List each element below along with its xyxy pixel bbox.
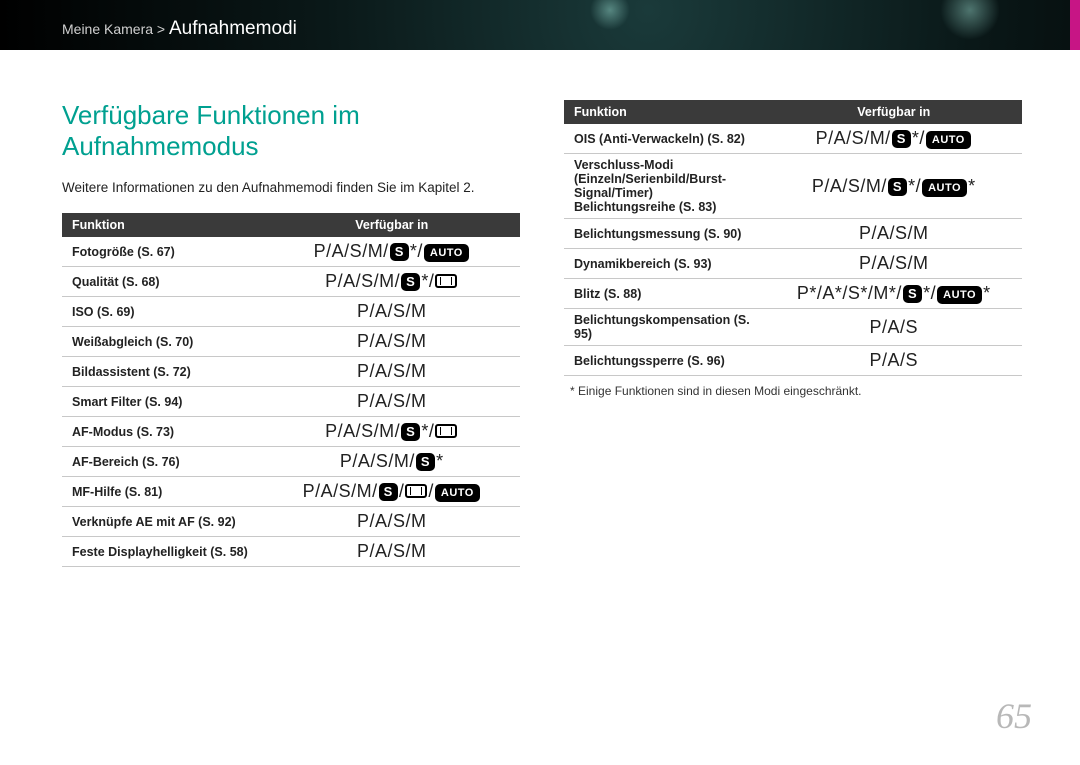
available-modes: P/A/S/M/S*/ bbox=[264, 267, 520, 297]
table-row: OIS (Anti-Verwackeln) (S. 82)P/A/S/M/S*/… bbox=[564, 124, 1022, 154]
available-modes: P/A/S/M/S*/AUTO* bbox=[766, 154, 1022, 219]
function-table-left: Funktion Verfügbar in Fotogröße (S. 67)P… bbox=[62, 213, 520, 567]
available-modes: P/A/S/M/S//AUTO bbox=[264, 477, 520, 507]
available-modes: P/A/S/M/S*/AUTO bbox=[264, 237, 520, 267]
available-modes: P/A/S bbox=[766, 309, 1022, 346]
breadcrumb: Meine Kamera > Aufnahmemodi bbox=[0, 0, 1080, 40]
function-name: Smart Filter (S. 94) bbox=[62, 387, 264, 417]
function-name: Verschluss-Modi (Einzeln/Serienbild/Burs… bbox=[564, 154, 766, 219]
available-modes: P/A/S/M/S* bbox=[264, 447, 520, 477]
function-name: Feste Displayhelligkeit (S. 58) bbox=[62, 537, 264, 567]
function-name: Blitz (S. 88) bbox=[564, 279, 766, 309]
available-modes: P/A/S/M bbox=[264, 327, 520, 357]
function-name: Belichtungskompensation (S. 95) bbox=[564, 309, 766, 346]
function-name: Verknüpfe AE mit AF (S. 92) bbox=[62, 507, 264, 537]
available-modes: P/A/S/M bbox=[766, 219, 1022, 249]
function-name: OIS (Anti-Verwackeln) (S. 82) bbox=[564, 124, 766, 154]
section-title: Verfügbare Funktionen im Aufnahmemodus bbox=[62, 100, 520, 162]
table-row: Belichtungssperre (S. 96)P/A/S bbox=[564, 346, 1022, 376]
table-row: Blitz (S. 88)P*/A*/S*/M*/S*/AUTO* bbox=[564, 279, 1022, 309]
table-row: MF-Hilfe (S. 81)P/A/S/M/S//AUTO bbox=[62, 477, 520, 507]
breadcrumb-current: Aufnahmemodi bbox=[169, 18, 297, 39]
table-row: Bildassistent (S. 72)P/A/S/M bbox=[62, 357, 520, 387]
function-name: AF-Modus (S. 73) bbox=[62, 417, 264, 447]
function-table-right: Funktion Verfügbar in OIS (Anti-Verwacke… bbox=[564, 100, 1022, 376]
function-name: Belichtungssperre (S. 96) bbox=[564, 346, 766, 376]
table-row: AF-Modus (S. 73)P/A/S/M/S*/ bbox=[62, 417, 520, 447]
th-function: Funktion bbox=[62, 213, 264, 237]
top-banner: Meine Kamera > Aufnahmemodi bbox=[0, 0, 1080, 50]
table-row: Dynamikbereich (S. 93)P/A/S/M bbox=[564, 249, 1022, 279]
function-name: MF-Hilfe (S. 81) bbox=[62, 477, 264, 507]
th-available: Verfügbar in bbox=[264, 213, 520, 237]
table-row: Feste Displayhelligkeit (S. 58)P/A/S/M bbox=[62, 537, 520, 567]
left-column: Verfügbare Funktionen im Aufnahmemodus W… bbox=[62, 100, 520, 567]
table-row: Fotogröße (S. 67)P/A/S/M/S*/AUTO bbox=[62, 237, 520, 267]
right-column: Funktion Verfügbar in OIS (Anti-Verwacke… bbox=[564, 100, 1022, 567]
table-row: Smart Filter (S. 94)P/A/S/M bbox=[62, 387, 520, 417]
table-row: Belichtungskompensation (S. 95)P/A/S bbox=[564, 309, 1022, 346]
th-function: Funktion bbox=[564, 100, 766, 124]
intro-text: Weitere Informationen zu den Aufnahmemod… bbox=[62, 180, 520, 195]
available-modes: P/A/S/M/S*/AUTO bbox=[766, 124, 1022, 154]
available-modes: P/A/S/M bbox=[264, 387, 520, 417]
th-available: Verfügbar in bbox=[766, 100, 1022, 124]
available-modes: P/A/S/M bbox=[264, 507, 520, 537]
function-name: Fotogröße (S. 67) bbox=[62, 237, 264, 267]
available-modes: P/A/S/M bbox=[766, 249, 1022, 279]
table-row: Verknüpfe AE mit AF (S. 92)P/A/S/M bbox=[62, 507, 520, 537]
table-row: AF-Bereich (S. 76)P/A/S/M/S* bbox=[62, 447, 520, 477]
page-number: 65 bbox=[996, 695, 1032, 737]
table-row: ISO (S. 69)P/A/S/M bbox=[62, 297, 520, 327]
function-name: ISO (S. 69) bbox=[62, 297, 264, 327]
available-modes: P/A/S bbox=[766, 346, 1022, 376]
available-modes: P/A/S/M bbox=[264, 537, 520, 567]
function-name: Weißabgleich (S. 70) bbox=[62, 327, 264, 357]
table-row: Verschluss-Modi (Einzeln/Serienbild/Burs… bbox=[564, 154, 1022, 219]
available-modes: P/A/S/M bbox=[264, 297, 520, 327]
available-modes: P*/A*/S*/M*/S*/AUTO* bbox=[766, 279, 1022, 309]
function-name: Qualität (S. 68) bbox=[62, 267, 264, 297]
table-row: Qualität (S. 68)P/A/S/M/S*/ bbox=[62, 267, 520, 297]
breadcrumb-parent: Meine Kamera > bbox=[62, 21, 165, 37]
function-name: Belichtungsmessung (S. 90) bbox=[564, 219, 766, 249]
table-row: Belichtungsmessung (S. 90)P/A/S/M bbox=[564, 219, 1022, 249]
page-content: Verfügbare Funktionen im Aufnahmemodus W… bbox=[0, 50, 1080, 567]
footnote: * Einige Funktionen sind in diesen Modi … bbox=[564, 384, 1022, 398]
available-modes: P/A/S/M bbox=[264, 357, 520, 387]
function-name: Dynamikbereich (S. 93) bbox=[564, 249, 766, 279]
function-name: AF-Bereich (S. 76) bbox=[62, 447, 264, 477]
section-color-tab bbox=[1070, 0, 1080, 50]
available-modes: P/A/S/M/S*/ bbox=[264, 417, 520, 447]
function-name: Bildassistent (S. 72) bbox=[62, 357, 264, 387]
table-row: Weißabgleich (S. 70)P/A/S/M bbox=[62, 327, 520, 357]
